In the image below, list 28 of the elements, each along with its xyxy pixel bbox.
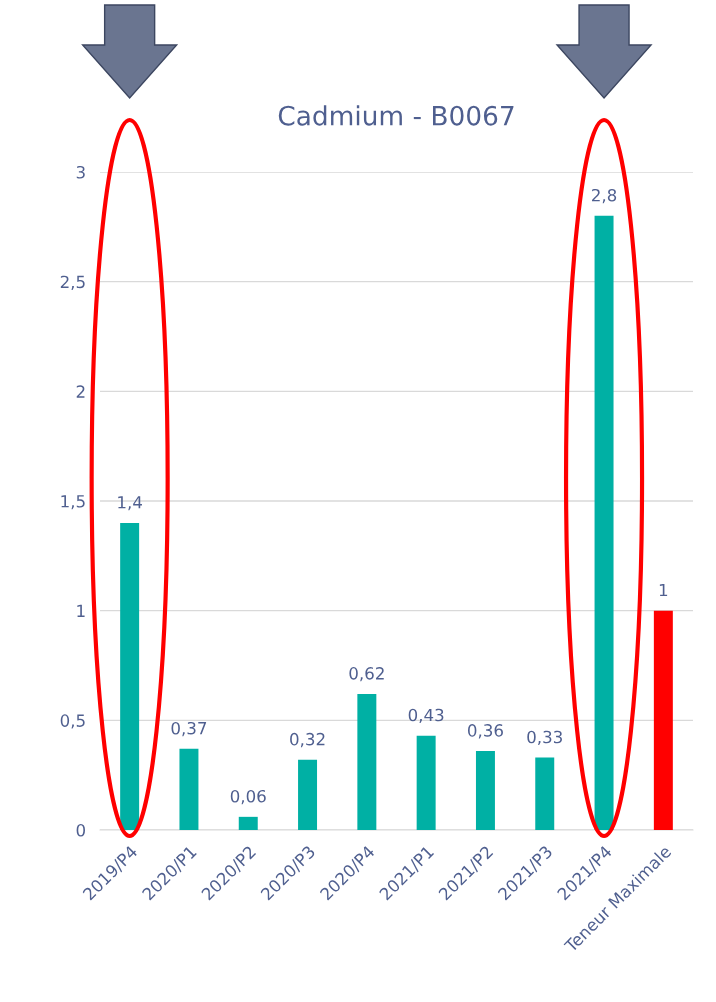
bar <box>594 215 614 830</box>
data-label: 0,32 <box>290 732 325 748</box>
bar <box>120 522 140 830</box>
bar <box>238 816 258 830</box>
y-tick-label: 1,5 <box>61 495 85 510</box>
chart-title: Cadmium - B0067 <box>278 105 514 126</box>
bar <box>653 610 673 830</box>
data-label: 1 <box>659 583 668 597</box>
y-tick-label: 2,5 <box>60 275 85 290</box>
y-tick-label: 1 <box>77 604 85 617</box>
bar <box>475 751 495 830</box>
y-tick-label: 3 <box>76 165 85 179</box>
bar <box>416 735 436 830</box>
bar <box>357 694 377 830</box>
data-label: 0,36 <box>467 724 503 739</box>
bar <box>298 759 318 830</box>
y-tick-label: 0,5 <box>60 714 85 729</box>
y-tick-label: 0 <box>76 823 85 837</box>
data-label: 0,06 <box>230 789 266 805</box>
data-label: 0,37 <box>171 721 207 737</box>
bar <box>535 757 555 830</box>
data-label: 1,4 <box>118 496 142 511</box>
data-label: 0,33 <box>527 730 562 745</box>
data-label: 2,8 <box>592 188 617 204</box>
data-label: 0,43 <box>408 708 444 724</box>
y-tick-label: 2 <box>76 385 85 398</box>
bar <box>179 748 199 830</box>
data-label: 0,62 <box>349 667 384 682</box>
